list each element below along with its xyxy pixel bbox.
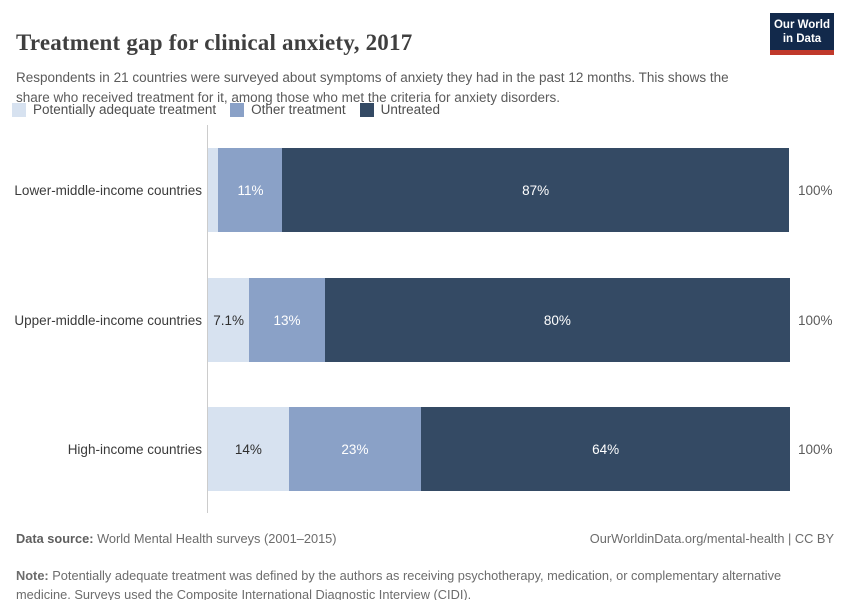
bar-segment: 11% [218, 148, 283, 232]
data-source-value: World Mental Health surveys (2001–2015) [93, 531, 337, 546]
legend-swatch-icon [359, 102, 374, 117]
bar-segment [208, 148, 219, 232]
legend-label: Untreated [380, 102, 440, 117]
bar-segment: 14% [208, 407, 289, 491]
segment-value-label: 14% [234, 441, 262, 457]
chart-area: Lower-middle-income countries 11% 87% 100% U… [0, 125, 850, 513]
stacked-bar: 14% 23% 64% [208, 407, 791, 491]
footer-note: Note: Potentially adequate treatment was… [16, 566, 796, 600]
legend: Potentially adequate treatment Other trea… [12, 102, 440, 117]
footer-source-line: Data source: World Mental Health surveys… [16, 531, 834, 546]
bar-segment: 13% [249, 278, 325, 362]
owid-logo: Our World in Data [770, 13, 834, 55]
chart-row: Upper-middle-income countries 7.1% 13% 80% 1… [0, 278, 850, 362]
chart-title: Treatment gap for clinical anxiety, 2017 [16, 30, 413, 56]
bar-segment: 23% [288, 407, 422, 491]
category-label: High-income countries [67, 441, 202, 457]
segment-value-label: 13% [273, 312, 301, 328]
bar-segment: 87% [282, 148, 789, 232]
footer-note-label: Note: [16, 567, 49, 583]
segment-value-label: 87% [522, 182, 550, 198]
legend-swatch-icon [230, 102, 245, 117]
total-label: 100% [798, 182, 833, 198]
chart-subtitle: Respondents in 21 countries were surveye… [16, 69, 729, 105]
data-source-label: Data source: [16, 531, 94, 546]
legend-swatch-icon [12, 102, 26, 117]
legend-item: Untreated [359, 102, 440, 117]
stacked-bar: 11% 87% [208, 148, 790, 232]
category-label: Lower-middle-income countries [14, 182, 202, 198]
segment-value-label: 23% [341, 441, 369, 457]
legend-item: Potentially adequate treatment [12, 102, 216, 117]
total-label: 100% [798, 312, 833, 328]
segment-value-label: 80% [543, 312, 571, 328]
total-label: 100% [798, 441, 833, 457]
legend-item: Other treatment [230, 102, 346, 117]
bar-segment: 7.1% [208, 278, 250, 362]
bar-segment: 80% [324, 278, 790, 362]
chart-row: Lower-middle-income countries 11% 87% 100% [0, 148, 850, 232]
data-source: Data source: World Mental Health surveys… [16, 531, 337, 546]
segment-value-label: 64% [592, 441, 620, 457]
legend-label: Other treatment [251, 102, 346, 117]
y-axis-line [207, 125, 208, 513]
segment-value-label: 11% [237, 182, 264, 198]
segment-value-label: 7.1% [213, 312, 245, 328]
owid-logo-line2: in Data [782, 33, 822, 45]
footer-note-value: Potentially adequate treatment was defin… [16, 567, 782, 600]
owid-link[interactable]: OurWorldinData.org/mental-health | CC BY [589, 531, 834, 546]
bar-segment: 64% [421, 407, 791, 491]
category-label: Upper-middle-income countries [14, 312, 202, 328]
owid-logo-line1: Our World [773, 19, 830, 31]
chart-row: High-income countries 14% 23% 64% 100% [0, 407, 850, 491]
stacked-bar: 7.1% 13% 80% [208, 278, 790, 362]
legend-label: Potentially adequate treatment [33, 102, 217, 117]
